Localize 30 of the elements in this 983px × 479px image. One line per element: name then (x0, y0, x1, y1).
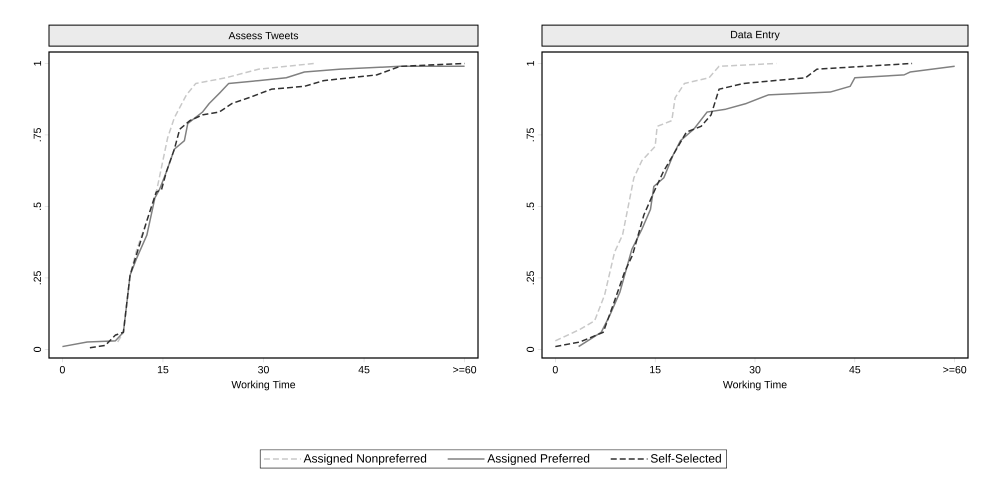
x-tick-label: 15 (650, 366, 661, 374)
y-tick-label: 1 (34, 61, 42, 66)
x-tick-label: >=60 (453, 366, 476, 374)
y-tick-label: .5 (526, 202, 534, 210)
line-series (578, 66, 956, 348)
y-tick-label: .25 (526, 271, 534, 284)
y-tick-label: .75 (34, 128, 42, 142)
chart-title: Assess Tweets (228, 32, 298, 40)
chart-title: Data Entry (731, 30, 780, 40)
x-tick-label: 30 (258, 366, 269, 374)
y-tick-label: .5 (34, 202, 42, 210)
legend-label: Self-Selected (650, 454, 721, 463)
y-tick-label: 0 (34, 346, 42, 352)
x-tick-label: 45 (849, 366, 860, 374)
line-series (554, 62, 913, 348)
y-tick-label: 1 (526, 61, 534, 66)
x-tick-label: 45 (358, 366, 370, 374)
y-tick-label: .25 (34, 271, 42, 284)
x-tick-label: 0 (60, 366, 65, 374)
x-tick-label: 0 (552, 366, 558, 374)
legend-label: Assigned Nonpreferred (304, 454, 426, 466)
x-tick-label: 30 (750, 366, 760, 374)
x-tick-label: >=60 (943, 366, 966, 374)
line-series (554, 62, 778, 342)
x-tick-label: 15 (158, 366, 168, 374)
y-tick-label: .75 (526, 128, 534, 142)
y-tick-label: 0 (526, 346, 534, 352)
legend-label: Assigned Preferred (487, 454, 590, 466)
x-axis-title: Working Time (231, 380, 296, 390)
x-axis-title: Working Time (722, 380, 787, 390)
